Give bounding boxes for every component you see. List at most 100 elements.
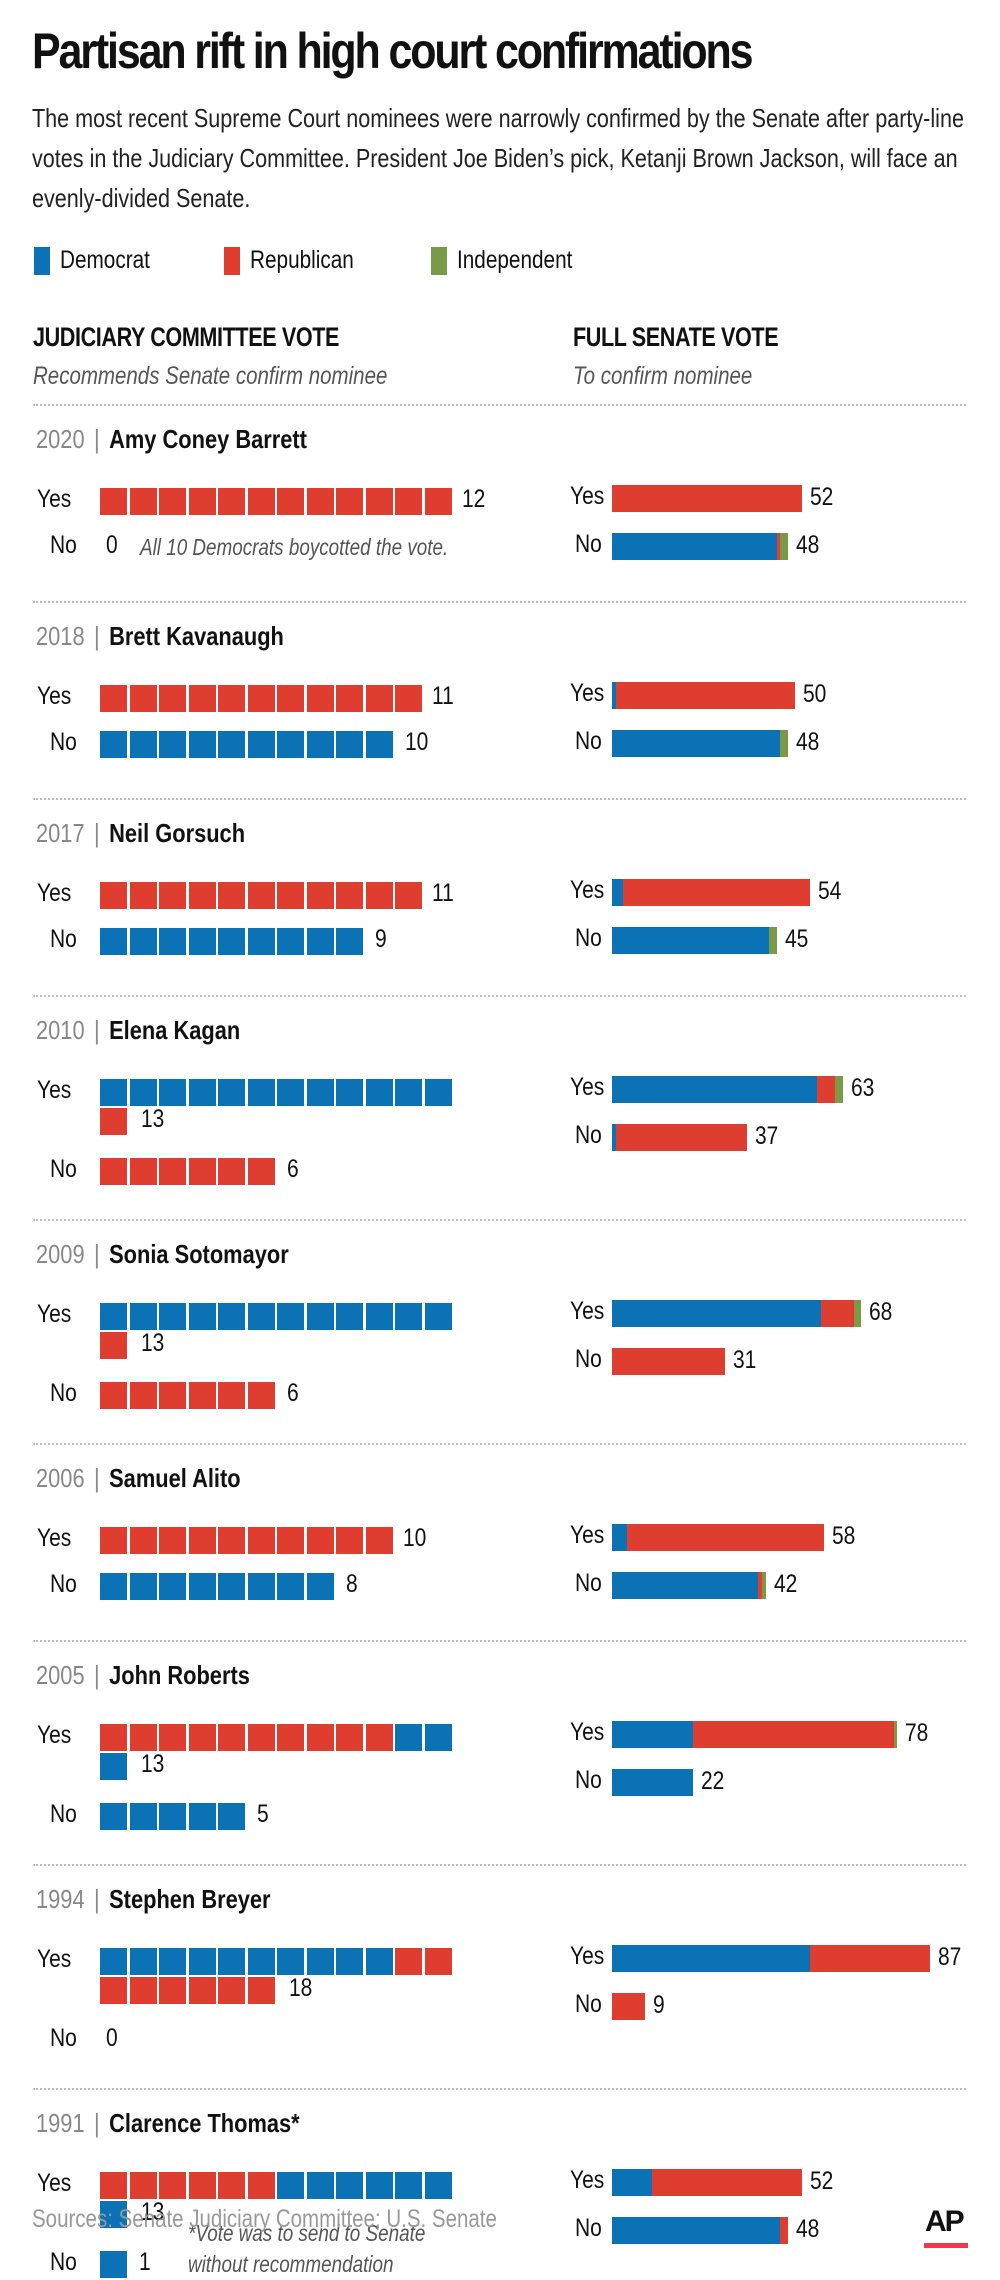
committee-yes-square-republican — [336, 1724, 363, 1751]
committee-yes-label: Yes — [37, 682, 72, 710]
committee-no-square-democrat — [100, 928, 127, 955]
committee-yes-square-republican — [159, 1527, 186, 1554]
nominee-name: Amy Coney Barrett — [109, 424, 307, 454]
committee-yes-square-republican — [277, 685, 304, 712]
ap-logo: AP — [925, 2205, 965, 2238]
committee-yes-label: Yes — [37, 879, 72, 907]
committee-no-square-democrat — [247, 1573, 275, 1600]
senate-no-value: 22 — [700, 1767, 724, 1795]
committee-yes-square-republican — [336, 488, 363, 515]
senate-yes-segment-democrat — [612, 2169, 653, 2196]
senate-no-segment-democrat — [612, 1572, 759, 1599]
committee-yes-square-democrat — [424, 1724, 452, 1751]
committee-yes-square-republican — [100, 882, 127, 909]
committee-yes-square-republican — [365, 1527, 393, 1554]
committee-column-heading: JUDICIARY COMMITTEE VOTE — [33, 322, 340, 352]
committee-yes-square-republican — [188, 882, 216, 909]
committee-no-square-democrat — [129, 1803, 157, 1830]
committee-yes-square-republican — [247, 1977, 275, 2004]
senate-no-label: No — [575, 530, 602, 558]
committee-yes-square-democrat — [336, 2172, 363, 2199]
senate-column-heading: FULL SENATE VOTE — [573, 322, 779, 352]
committee-yes-square-democrat — [395, 1724, 422, 1751]
committee-yes-square-republican — [365, 1724, 393, 1751]
senate-yes-segment-democrat — [612, 879, 623, 906]
committee-yes-square-democrat — [100, 1948, 127, 1975]
section-divider — [33, 1219, 966, 1221]
senate-yes-value: 87 — [938, 1943, 962, 1971]
senate-no-label: No — [575, 924, 602, 952]
committee-yes-square-republican — [188, 2172, 216, 2199]
nominee-name: Neil Gorsuch — [109, 818, 246, 848]
nominee-separator: | — [87, 1239, 106, 1269]
senate-no-segment-democrat — [612, 1769, 693, 1796]
committee-yes-square-republican — [218, 1724, 245, 1751]
committee-no-value: 6 — [286, 1155, 299, 1183]
nominee-heading: 2009 | Sonia Sotomayor — [36, 1239, 289, 1270]
committee-yes-square-republican — [395, 488, 422, 515]
committee-no-square-republican — [188, 1158, 216, 1185]
senate-no-segment-independent — [762, 1572, 766, 1599]
committee-no-square-democrat — [129, 1573, 157, 1600]
committee-no-value: 0 — [106, 2024, 118, 2052]
committee-yes-square-republican — [129, 1724, 157, 1751]
committee-no-square-democrat — [188, 928, 216, 955]
senate-yes-label: Yes — [570, 876, 605, 904]
committee-yes-square-republican — [159, 1977, 186, 2004]
nominee-year: 2009 — [36, 1239, 85, 1269]
committee-no-square-democrat — [129, 928, 157, 955]
committee-no-label: No — [50, 531, 77, 559]
committee-yes-square-democrat — [365, 1079, 393, 1106]
nominee-year: 2006 — [36, 1463, 85, 1493]
committee-no-value: 9 — [375, 925, 387, 953]
committee-yes-value: 13 — [141, 1329, 165, 1357]
nominee-year: 2010 — [36, 1015, 85, 1045]
senate-no-segment-republican — [758, 1572, 763, 1599]
senate-no-segment-republican — [780, 2217, 788, 2244]
nominee-separator: | — [87, 1660, 106, 1690]
committee-no-label: No — [50, 728, 77, 756]
senate-yes-label: Yes — [570, 1073, 605, 1101]
committee-yes-square-republican — [306, 488, 334, 515]
committee-no-square-democrat — [100, 1803, 127, 1830]
senate-no-label: No — [575, 1121, 602, 1149]
senate-yes-label: Yes — [570, 1718, 605, 1746]
committee-yes-square-republican — [129, 1527, 157, 1554]
committee-yes-square-republican — [129, 2172, 157, 2199]
senate-no-segment-democrat — [612, 1124, 616, 1151]
committee-no-square-democrat — [100, 2251, 127, 2278]
committee-yes-square-democrat — [424, 2172, 452, 2199]
legend-item-democrat: Democrat — [34, 246, 168, 275]
senate-column-subheading: To confirm nominee — [573, 362, 753, 390]
committee-no-value: 6 — [286, 1379, 299, 1407]
senate-no-value: 37 — [755, 1122, 779, 1150]
senate-no-segment-independent — [780, 533, 788, 560]
committee-yes-square-republican — [129, 882, 157, 909]
senate-yes-segment-republican — [820, 1300, 854, 1327]
committee-yes-square-democrat — [306, 1079, 334, 1106]
ap-logo-underline — [924, 2243, 968, 2248]
section-divider — [33, 601, 966, 603]
committee-no-square-democrat — [277, 928, 304, 955]
committee-yes-square-republican — [100, 685, 127, 712]
nominee-heading: 2017 | Neil Gorsuch — [36, 818, 245, 849]
committee-no-label: No — [50, 1379, 77, 1407]
legend-swatch-republican — [224, 246, 241, 275]
committee-yes-square-republican — [188, 1977, 216, 2004]
committee-yes-square-democrat — [365, 1303, 393, 1330]
committee-yes-label: Yes — [37, 485, 72, 513]
committee-no-square-democrat — [247, 928, 275, 955]
senate-yes-segment-democrat — [612, 1945, 810, 1972]
committee-yes-square-republican — [188, 685, 216, 712]
committee-yes-square-republican — [218, 488, 245, 515]
committee-yes-value: 11 — [432, 682, 454, 710]
committee-yes-square-democrat — [188, 1303, 216, 1330]
nominee-year: 2018 — [36, 621, 85, 651]
committee-yes-square-republican — [159, 2172, 186, 2199]
senate-yes-label: Yes — [570, 1521, 605, 1549]
committee-no-square-democrat — [336, 928, 363, 955]
committee-yes-square-democrat — [306, 1303, 334, 1330]
committee-yes-square-democrat — [100, 1303, 127, 1330]
committee-no-square-democrat — [218, 1803, 245, 1830]
nominee-name: Sonia Sotomayor — [109, 1239, 289, 1269]
